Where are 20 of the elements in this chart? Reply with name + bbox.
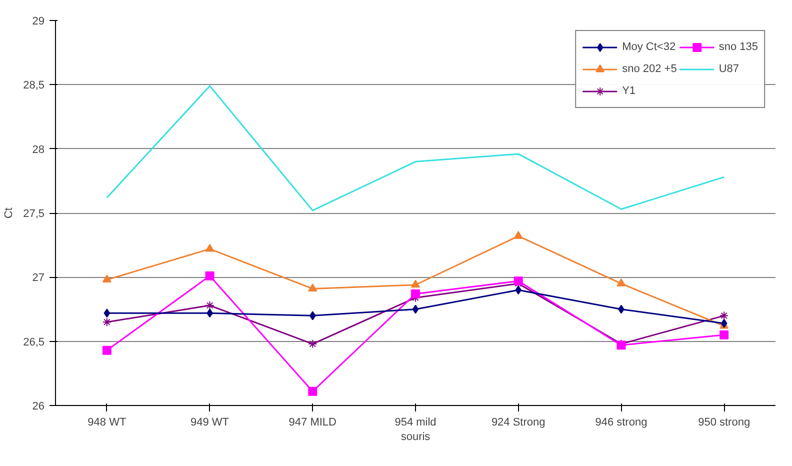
y-tick-label: 27 [32, 272, 45, 284]
x-tick-label: 946 strong [595, 416, 648, 428]
x-tick-label: 954 mild souris [394, 416, 436, 443]
legend-label: Moy Ct<32 [622, 41, 676, 53]
legend-label: U87 [718, 63, 740, 75]
y-tick-label: 26,5 [23, 336, 45, 348]
y-tick-label: 26 [32, 400, 45, 412]
y-tick-label: 28 [32, 144, 45, 156]
y-tick-label: 29 [32, 16, 45, 28]
legend-label: Y1 [622, 85, 637, 97]
x-tick-label: 948 WT [88, 416, 126, 428]
y-tick-label: 28,5 [23, 80, 45, 92]
x-tick-label: 949 WT [190, 416, 230, 428]
x-tick-label: 924 Strong [491, 416, 546, 428]
legend-label: sno 202 +5 [622, 63, 677, 75]
y-tick-label: 27,5 [23, 208, 45, 220]
x-tick-label: 950 strong [698, 416, 750, 428]
legend-label: sno 135 [718, 41, 758, 53]
x-tick-label: 947 MILD [288, 416, 337, 428]
y-axis-title: Ct [3, 208, 16, 218]
